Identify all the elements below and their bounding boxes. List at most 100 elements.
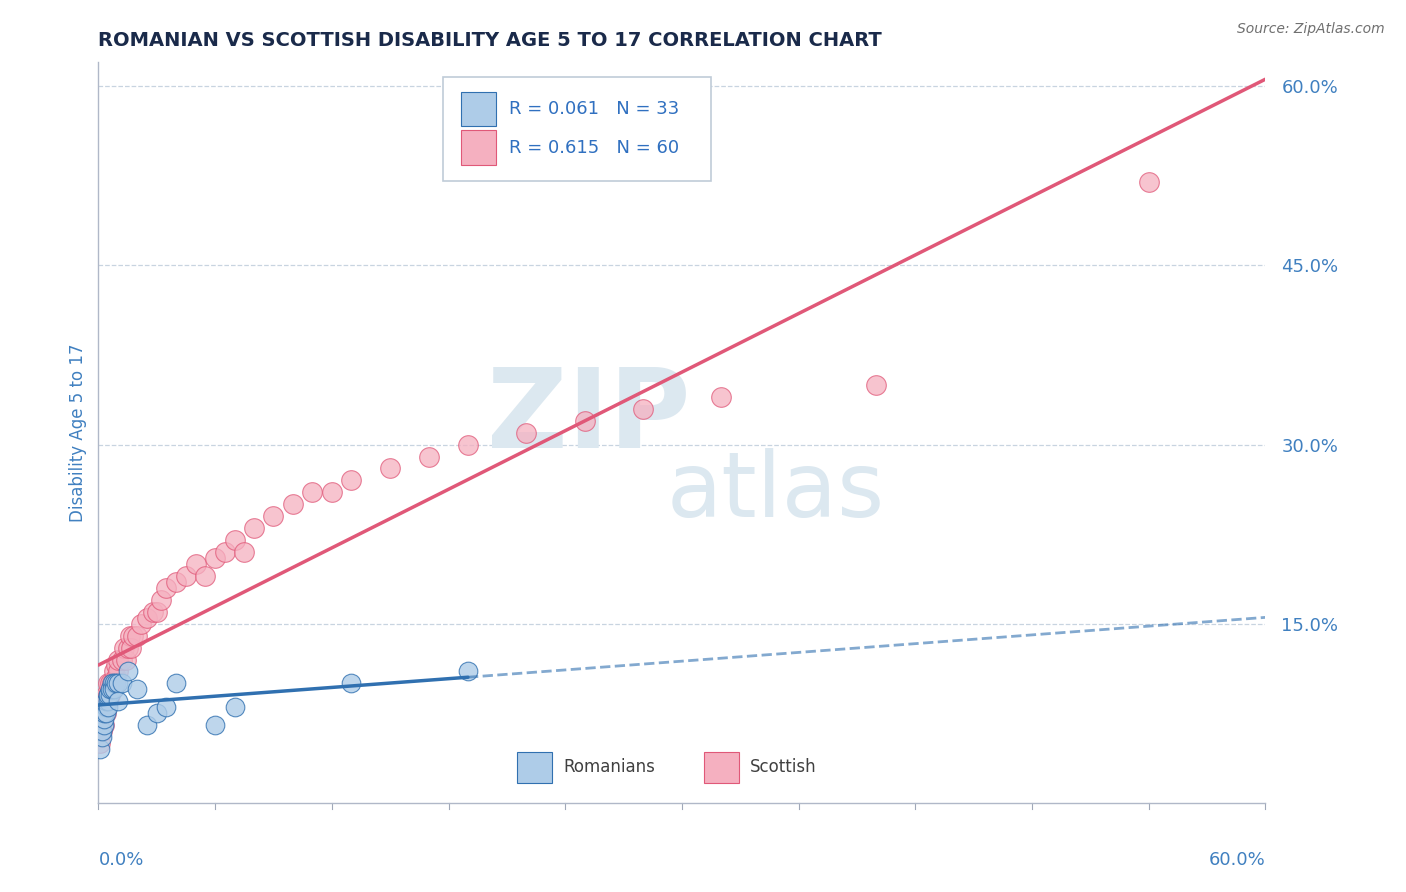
FancyBboxPatch shape (461, 130, 496, 165)
Point (104, 670, 127, 684)
Text: R = 0.615   N = 60: R = 0.615 N = 60 (509, 138, 679, 157)
Point (103, 676, 125, 690)
Point (107, 665, 129, 679)
FancyBboxPatch shape (443, 78, 711, 181)
Point (97, 676, 120, 690)
Point (93, 718, 115, 732)
Point (97, 689, 120, 703)
Point (340, 474, 363, 488)
Point (262, 509, 284, 524)
FancyBboxPatch shape (461, 92, 496, 127)
Point (96, 689, 118, 703)
Point (103, 676, 125, 690)
Text: atlas: atlas (666, 448, 884, 536)
Point (107, 652, 129, 666)
Point (103, 665, 125, 679)
Point (112, 640, 135, 655)
Point (107, 676, 129, 690)
Point (93, 706, 115, 721)
Text: Romanians: Romanians (562, 758, 655, 776)
Point (96, 706, 118, 721)
Text: Scottish: Scottish (749, 758, 817, 776)
Text: R = 0.061   N = 33: R = 0.061 N = 33 (509, 100, 679, 118)
Point (136, 610, 159, 624)
Point (194, 569, 217, 583)
Point (114, 652, 136, 666)
Point (165, 676, 187, 690)
Point (631, 401, 654, 416)
Point (96, 700, 118, 714)
Point (98, 682, 121, 697)
Point (91, 724, 114, 739)
Point (155, 700, 177, 714)
Point (865, 377, 887, 392)
Point (89, 742, 111, 756)
FancyBboxPatch shape (517, 752, 553, 783)
Point (204, 718, 226, 732)
Point (98, 689, 121, 703)
Point (321, 485, 343, 500)
Point (111, 676, 134, 690)
Point (101, 682, 124, 697)
Point (97, 689, 120, 703)
Point (103, 682, 125, 697)
Text: 0.0%: 0.0% (98, 851, 143, 869)
Point (418, 450, 440, 464)
Point (93, 706, 115, 721)
Text: Source: ZipAtlas.com: Source: ZipAtlas.com (1237, 22, 1385, 37)
Point (101, 676, 124, 690)
Point (118, 629, 141, 643)
Point (104, 676, 127, 690)
Point (340, 676, 363, 690)
Point (710, 390, 733, 404)
Point (457, 437, 479, 451)
Point (97, 700, 120, 714)
Point (129, 616, 152, 631)
Point (93, 700, 115, 714)
Point (111, 652, 134, 666)
Point (96, 694, 118, 708)
Point (146, 605, 169, 619)
Point (117, 640, 139, 655)
Point (121, 640, 143, 655)
Point (91, 730, 114, 744)
Point (281, 497, 304, 511)
Point (127, 629, 149, 643)
Point (101, 682, 124, 697)
Point (122, 629, 145, 643)
FancyBboxPatch shape (704, 752, 740, 783)
Point (93, 712, 115, 726)
Text: 60.0%: 60.0% (1209, 851, 1265, 869)
Point (136, 718, 159, 732)
Point (233, 545, 256, 559)
Point (97, 689, 120, 703)
Point (1137, 175, 1160, 189)
Point (155, 581, 177, 595)
Point (165, 574, 187, 589)
Point (96, 694, 118, 708)
Y-axis label: Disability Age 5 to 17: Disability Age 5 to 17 (69, 343, 87, 522)
Point (127, 682, 149, 697)
Point (98, 676, 121, 690)
Point (89, 736, 111, 750)
Point (224, 533, 246, 547)
Point (184, 557, 207, 571)
Point (574, 414, 596, 428)
Point (515, 425, 537, 440)
Point (457, 665, 479, 679)
Text: ROMANIAN VS SCOTTISH DISABILITY AGE 5 TO 17 CORRELATION CHART: ROMANIAN VS SCOTTISH DISABILITY AGE 5 TO… (98, 30, 882, 50)
Point (243, 521, 266, 535)
Point (96, 706, 118, 721)
Point (97, 694, 120, 708)
Point (89, 724, 111, 739)
Text: ZIP: ZIP (486, 364, 690, 471)
Point (142, 605, 165, 619)
Point (204, 551, 226, 566)
Point (98, 689, 121, 703)
Point (224, 700, 246, 714)
Point (146, 706, 169, 721)
Point (104, 658, 127, 673)
Point (380, 461, 402, 475)
Point (117, 665, 139, 679)
Point (97, 694, 120, 708)
